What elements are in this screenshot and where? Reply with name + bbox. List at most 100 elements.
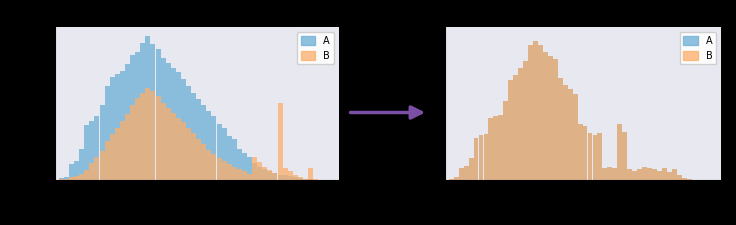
Bar xyxy=(652,169,657,180)
Bar xyxy=(206,150,211,180)
Bar xyxy=(125,115,130,180)
Bar xyxy=(587,133,592,180)
Bar xyxy=(454,177,459,180)
Bar xyxy=(567,89,573,180)
Bar xyxy=(464,166,469,180)
Bar xyxy=(186,86,191,180)
Bar xyxy=(216,158,222,180)
Bar xyxy=(105,86,110,180)
Bar xyxy=(166,108,171,180)
Bar xyxy=(267,171,272,180)
Bar xyxy=(110,134,115,180)
Bar xyxy=(592,135,598,180)
Bar xyxy=(303,179,308,180)
Bar xyxy=(587,133,592,180)
Bar xyxy=(176,117,181,180)
Bar xyxy=(672,169,676,180)
Bar xyxy=(676,175,682,180)
Bar xyxy=(598,133,602,180)
Bar xyxy=(288,171,293,180)
Bar xyxy=(618,124,622,180)
Bar xyxy=(687,179,692,180)
Bar xyxy=(637,169,642,180)
Bar xyxy=(478,135,484,180)
Bar xyxy=(94,157,99,180)
Bar xyxy=(258,162,262,180)
Bar xyxy=(503,101,509,180)
Bar xyxy=(687,179,692,180)
Bar xyxy=(206,111,211,180)
Bar xyxy=(160,104,166,180)
Bar xyxy=(99,105,105,180)
Legend: A, B: A, B xyxy=(679,32,716,65)
Bar xyxy=(176,72,181,180)
Bar xyxy=(627,169,632,180)
Bar xyxy=(563,85,567,180)
Bar xyxy=(533,41,538,180)
Bar xyxy=(298,178,303,180)
Bar xyxy=(150,44,155,180)
Bar xyxy=(115,128,120,180)
Bar xyxy=(553,59,558,180)
Bar xyxy=(632,171,637,180)
Bar xyxy=(237,169,242,180)
Bar xyxy=(513,75,518,180)
Bar xyxy=(277,104,283,180)
Title: Distribution of the values of the control feature in samples A and B: Distribution of the values of the contro… xyxy=(33,15,361,25)
Bar xyxy=(509,80,513,180)
Bar xyxy=(583,126,587,180)
Bar xyxy=(252,163,257,180)
Bar xyxy=(181,122,186,180)
Bar xyxy=(533,41,538,180)
Bar xyxy=(489,118,493,180)
Bar xyxy=(603,168,607,180)
Bar xyxy=(459,168,464,180)
Bar xyxy=(130,105,135,180)
Bar xyxy=(618,124,622,180)
Bar xyxy=(110,77,115,180)
Bar xyxy=(563,85,567,180)
Bar xyxy=(252,157,257,180)
Bar xyxy=(283,168,288,180)
Bar xyxy=(469,158,473,180)
Bar xyxy=(272,173,277,180)
Bar xyxy=(548,56,553,180)
Bar xyxy=(69,164,74,180)
Bar xyxy=(528,45,533,180)
Bar xyxy=(573,94,578,180)
Bar xyxy=(607,167,612,180)
Bar xyxy=(523,61,528,180)
Bar xyxy=(578,124,582,180)
Bar xyxy=(186,128,191,180)
Bar xyxy=(85,170,89,180)
Bar xyxy=(667,172,672,180)
Bar xyxy=(242,153,247,180)
Bar xyxy=(130,55,135,180)
Bar xyxy=(603,168,607,180)
Bar xyxy=(567,89,573,180)
Bar xyxy=(216,124,222,180)
Bar xyxy=(298,177,303,180)
Bar xyxy=(160,58,166,180)
Bar xyxy=(171,113,176,180)
Bar xyxy=(262,169,267,180)
Bar xyxy=(538,45,543,180)
Bar xyxy=(105,141,110,180)
Bar xyxy=(454,177,459,180)
Bar xyxy=(578,124,582,180)
Bar xyxy=(672,169,676,180)
Bar xyxy=(277,175,283,180)
Bar xyxy=(503,101,509,180)
Bar xyxy=(197,99,201,180)
Bar xyxy=(237,149,242,180)
X-axis label: log_number_of_travellers_gpid: log_number_of_travellers_gpid xyxy=(122,199,272,210)
Bar xyxy=(657,171,662,180)
Bar xyxy=(538,45,543,180)
Bar xyxy=(64,177,69,180)
Bar xyxy=(484,134,489,180)
Bar xyxy=(79,149,84,180)
Bar xyxy=(59,178,64,180)
Bar xyxy=(528,45,533,180)
Bar xyxy=(232,167,237,180)
Bar xyxy=(449,179,453,180)
